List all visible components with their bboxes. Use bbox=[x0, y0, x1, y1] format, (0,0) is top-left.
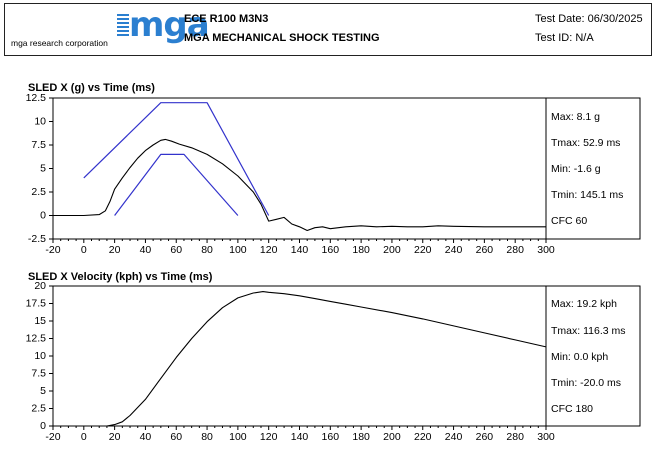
x-tick-label: 300 bbox=[537, 431, 555, 443]
test-code: ECE R100 M3N3 bbox=[184, 13, 269, 25]
test-date: Test Date: 06/30/2025 bbox=[535, 13, 643, 25]
x-tick-label: 60 bbox=[170, 244, 182, 256]
logo-subtitle: mga research corporation bbox=[11, 38, 108, 48]
x-tick-label: 20 bbox=[109, 431, 121, 443]
stat-label: Max: 8.1 g bbox=[551, 111, 600, 123]
x-tick-label: 300 bbox=[537, 244, 555, 256]
test-name: MGA MECHANICAL SHOCK TESTING bbox=[184, 32, 380, 44]
plot-frame bbox=[52, 285, 547, 427]
x-tick-label: 200 bbox=[383, 431, 401, 443]
data-trace-line bbox=[53, 291, 547, 427]
x-tick-label: 260 bbox=[476, 431, 494, 443]
y-tick-label: 7.5 bbox=[31, 367, 46, 379]
x-tick-label: 280 bbox=[506, 431, 524, 443]
x-tick-label: 40 bbox=[140, 431, 152, 443]
report-header: mga mga research corporation ECE R100 M3… bbox=[4, 3, 652, 56]
x-tick-label: 180 bbox=[352, 431, 370, 443]
stat-label: CFC 180 bbox=[551, 403, 593, 415]
x-tick-label: 140 bbox=[291, 431, 309, 443]
test-id: Test ID: N/A bbox=[535, 32, 594, 44]
x-tick-label: 0 bbox=[81, 431, 87, 443]
y-tick-label: 0 bbox=[40, 420, 46, 432]
y-tick-label: -2.5 bbox=[28, 233, 46, 245]
y-tick-label: 5 bbox=[40, 162, 46, 174]
stat-label: Min: 0.0 kph bbox=[551, 351, 608, 363]
y-tick-label: 12.5 bbox=[26, 92, 47, 104]
stat-label: Tmin: 145.1 ms bbox=[551, 189, 623, 201]
chart-2: SLED X Velocity (kph) vs Time (ms) Max: 1… bbox=[26, 271, 641, 443]
x-tick-label: 240 bbox=[445, 244, 463, 256]
stat-label: Max: 19.2 kph bbox=[551, 298, 617, 310]
x-tick-label: -20 bbox=[45, 431, 60, 443]
x-tick-label: 240 bbox=[445, 431, 463, 443]
x-tick-label: 120 bbox=[260, 244, 278, 256]
stat-label: Tmax: 116.3 ms bbox=[551, 325, 626, 337]
x-tick-label: 0 bbox=[81, 244, 87, 256]
corridor-upper-line bbox=[83, 102, 270, 216]
stat-label: Tmax: 52.9 ms bbox=[551, 137, 620, 149]
mga-logo: mga mga research corporation bbox=[11, 8, 210, 52]
stat-label: CFC 60 bbox=[551, 215, 587, 227]
x-tick-label: 120 bbox=[260, 431, 278, 443]
chart-1: SLED X (g) vs Time (ms) Max: 8.1 g Tmax: 5… bbox=[26, 82, 641, 256]
stat-label: Min: -1.6 g bbox=[551, 163, 601, 175]
x-tick-label: 140 bbox=[291, 244, 309, 256]
y-tick-label: 5 bbox=[40, 385, 46, 397]
x-tick-label: 180 bbox=[352, 244, 370, 256]
y-tick-label: 2.5 bbox=[31, 402, 46, 414]
logo-wordmark: mga bbox=[129, 5, 210, 45]
plot-frame bbox=[52, 97, 547, 240]
x-tick-label: 80 bbox=[201, 244, 213, 256]
x-tick-label: 200 bbox=[383, 244, 401, 256]
y-tick-label: 17.5 bbox=[26, 297, 47, 309]
x-tick-label: 40 bbox=[140, 244, 152, 256]
x-tick-label: 220 bbox=[414, 244, 432, 256]
corridor-lower-line bbox=[114, 153, 239, 216]
x-tick-label: 80 bbox=[201, 431, 213, 443]
x-tick-label: 60 bbox=[170, 431, 182, 443]
y-tick-label: 7.5 bbox=[31, 139, 46, 151]
x-tick-label: 100 bbox=[229, 244, 247, 256]
y-tick-label: 10 bbox=[34, 115, 46, 127]
x-tick-label: -20 bbox=[45, 244, 60, 256]
y-tick-label: 20 bbox=[34, 280, 46, 292]
x-tick-label: 100 bbox=[229, 431, 247, 443]
x-tick-label: 220 bbox=[414, 431, 432, 443]
x-tick-label: 260 bbox=[476, 244, 494, 256]
y-tick-label: 12.5 bbox=[26, 332, 47, 344]
x-tick-label: 280 bbox=[506, 244, 524, 256]
y-tick-label: 0 bbox=[40, 209, 46, 221]
y-tick-label: 2.5 bbox=[31, 186, 46, 198]
chart-title: SLED X Velocity (kph) vs Time (ms) bbox=[28, 271, 213, 283]
x-tick-label: 20 bbox=[109, 244, 121, 256]
stat-label: Tmin: -20.0 ms bbox=[551, 377, 621, 389]
y-tick-label: 10 bbox=[34, 350, 46, 362]
x-tick-label: 160 bbox=[322, 244, 340, 256]
logo-stripes-icon bbox=[117, 14, 129, 40]
x-tick-label: 160 bbox=[322, 431, 340, 443]
data-trace-line bbox=[53, 138, 546, 232]
y-tick-label: 15 bbox=[34, 315, 46, 327]
chart-title: SLED X (g) vs Time (ms) bbox=[28, 82, 155, 94]
